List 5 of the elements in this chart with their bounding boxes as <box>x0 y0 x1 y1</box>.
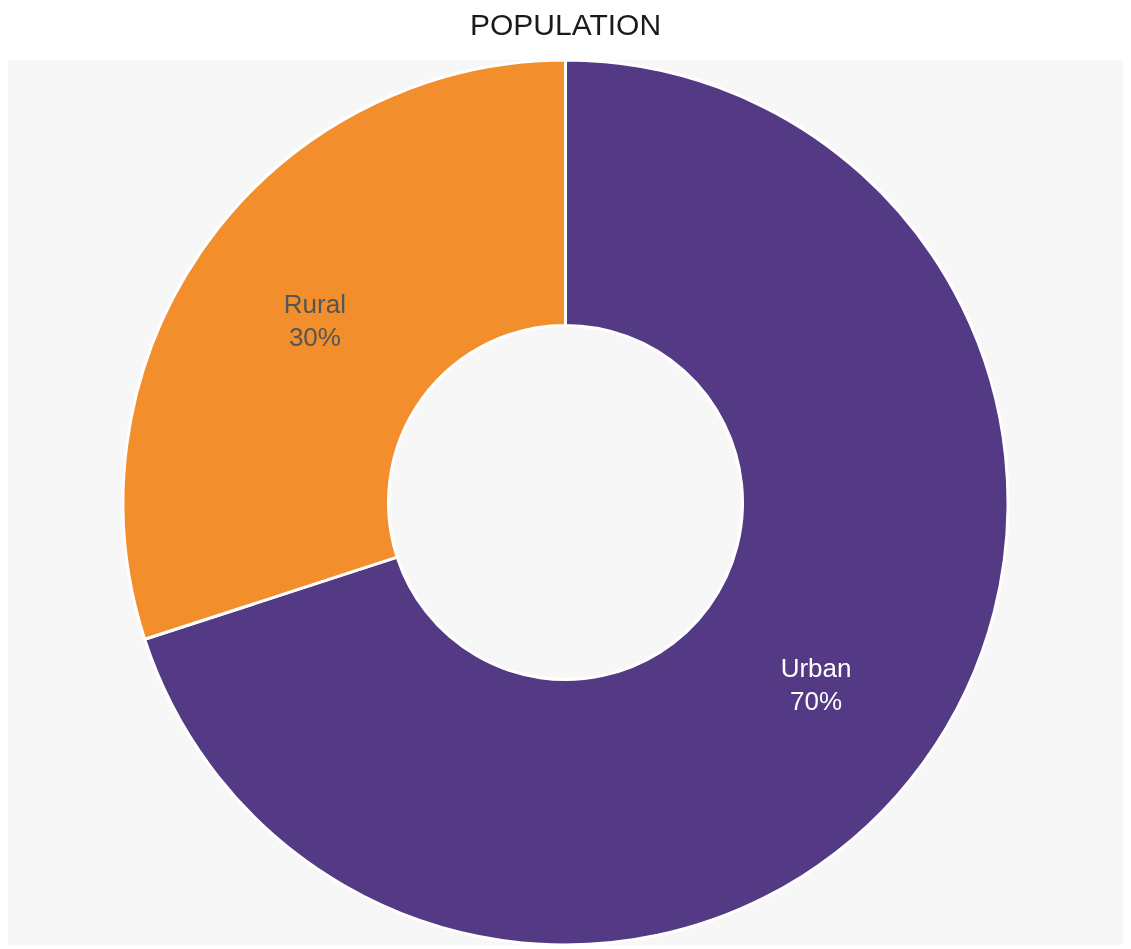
data-label: 30% <box>288 322 341 353</box>
data-label: 70% <box>790 686 843 717</box>
slice-label: Rural <box>283 288 346 319</box>
slice-label: Urban <box>780 652 852 683</box>
chart-title: POPULATION <box>469 8 662 42</box>
